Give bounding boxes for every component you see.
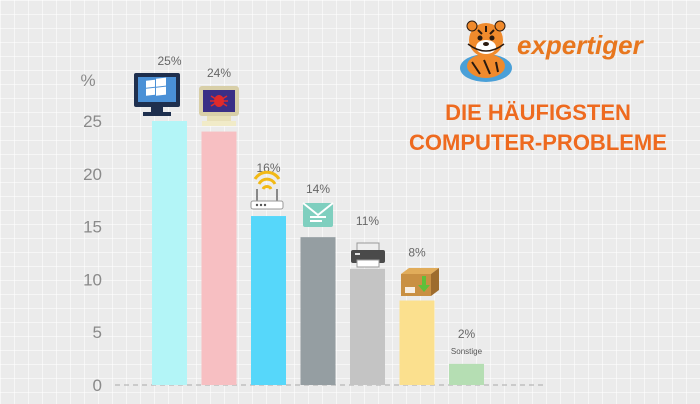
bars — [152, 121, 484, 385]
y-tick-label: 5 — [93, 323, 102, 342]
value-label: 25% — [157, 54, 181, 68]
bar — [350, 268, 385, 385]
bar — [152, 121, 187, 385]
y-tick-label: 20 — [83, 165, 102, 184]
bar — [201, 131, 237, 385]
brand-name: expertiger — [517, 30, 645, 60]
chart-title-line-1: DIE HÄUFIGSTEN — [445, 100, 631, 125]
y-tick-label: 25 — [83, 112, 102, 131]
chart-title-line-2: COMPUTER-PROBLEME — [409, 130, 667, 155]
y-tick-label: 15 — [83, 218, 102, 237]
printer-icon — [351, 242, 385, 268]
value-label: 11% — [356, 214, 379, 228]
value-label: 24% — [207, 66, 231, 80]
value-label: 14% — [306, 182, 330, 196]
y-tick-label: 0 — [93, 376, 102, 395]
software-box-icon — [401, 268, 439, 296]
bar-notes: Sonstige — [451, 347, 483, 356]
email-icon — [302, 202, 334, 227]
value-label: 8% — [408, 246, 426, 260]
value-label: 2% — [458, 327, 476, 341]
windows-monitor-icon — [134, 73, 180, 116]
bar — [251, 216, 286, 385]
y-axis: % 0 5 10 15 20 25 — [80, 71, 102, 395]
bar-note-label: Sonstige — [451, 347, 483, 356]
bar — [399, 300, 435, 385]
tiger-mascot-logo — [460, 20, 512, 82]
bar — [300, 237, 336, 385]
y-tick-label: 10 — [83, 270, 102, 289]
y-axis-label: % — [80, 71, 95, 90]
virus-monitor-icon — [199, 86, 239, 126]
wifi-router-icon — [250, 170, 284, 210]
bar — [449, 363, 484, 385]
